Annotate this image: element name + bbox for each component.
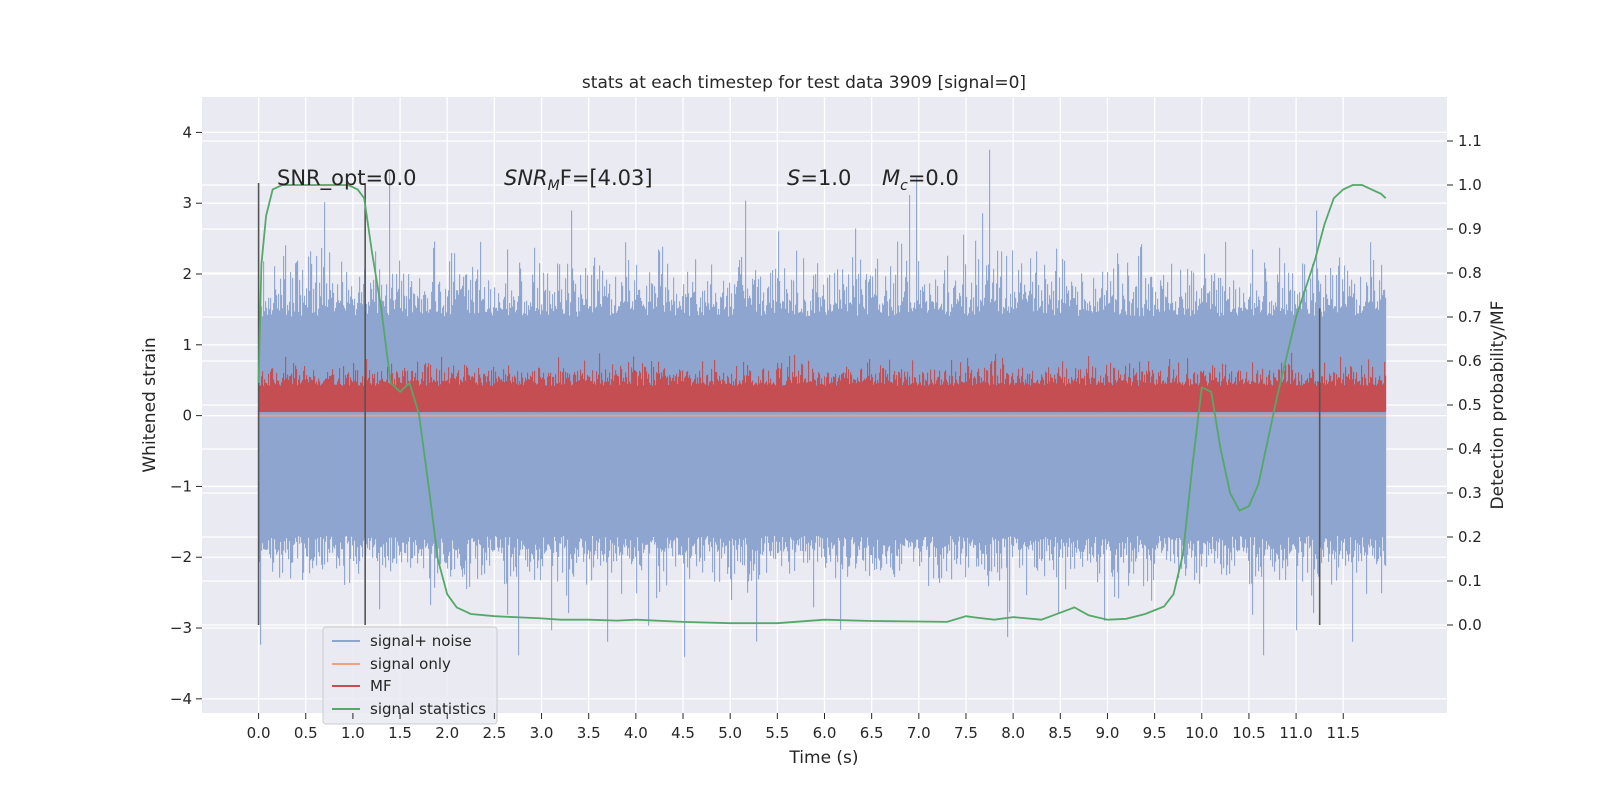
x-tick-label: 3.5 (577, 724, 601, 742)
x-tick-label: 9.5 (1143, 724, 1167, 742)
x-tick-label: 7.5 (954, 724, 978, 742)
y-right-tick-label: 0.5 (1458, 396, 1482, 414)
x-tick-label: 10.0 (1185, 724, 1218, 742)
snr-mf-value: F=[4.03] (560, 166, 653, 190)
y-left-tick-label: −1 (170, 477, 192, 495)
y-right-tick-label: 1.1 (1458, 132, 1482, 150)
y-left-tick-label: 2 (182, 265, 192, 283)
annotation-snr-opt: SNR_opt=0.0 (277, 166, 417, 191)
x-tick-label: 8.5 (1048, 724, 1072, 742)
y-right-tick-label: 1.0 (1458, 176, 1482, 194)
y-left-tick-label: −3 (170, 619, 192, 637)
x-tick-label: 1.0 (341, 724, 365, 742)
legend: signal+ noise signal only MF signal stat… (322, 626, 498, 725)
snr-mf-subscript: M (548, 178, 560, 194)
legend-frame (322, 626, 498, 725)
y-right-tick-label: 0.8 (1458, 264, 1482, 282)
y-left-tick-label: 1 (182, 336, 192, 354)
x-tick-label: 2.5 (482, 724, 506, 742)
y-right-tick-label: 0.1 (1458, 572, 1482, 590)
y-right-tick-label: 0.3 (1458, 484, 1482, 502)
x-tick-label: 8.0 (1001, 724, 1025, 742)
y-left-tick-label: 3 (182, 194, 192, 212)
x-tick-label: 6.5 (860, 724, 884, 742)
y-left-tick-label: −4 (170, 690, 192, 708)
annotation-snr-mf: SNRMF=[4.03] (504, 166, 653, 194)
y-right-tick-label: 0.4 (1458, 440, 1482, 458)
y-right-tick-label: 0.6 (1458, 352, 1482, 370)
plot-area: SNR_opt=0.0 SNRMF=[4.03] S=1.0 Mc=0.0 si… (202, 97, 1447, 725)
legend-label-signal-only: signal only (370, 655, 451, 673)
legend-label-mf: MF (370, 677, 392, 695)
x-tick-label: 3.0 (530, 724, 554, 742)
x-tick-label: 4.0 (624, 724, 648, 742)
y-axis-left-label: Whitened strain (140, 337, 160, 472)
y-right-tick-label: 0.2 (1458, 528, 1482, 546)
x-tick-label: 1.5 (388, 724, 412, 742)
series-signal-statistics (257, 184, 1387, 625)
y-axis-right-ticks: 1.1 1.0 0.9 0.8 0.7 0.6 0.5 0.4 0.3 0.2 0.1 0.0 (1447, 132, 1482, 634)
legend-label-signal-statistics: signal statistics (370, 700, 486, 718)
annotation-s: S=1.0 (787, 166, 851, 190)
x-tick-label: 11.0 (1279, 724, 1312, 742)
x-axis-label: Time (s) (788, 748, 858, 768)
series-mf (258, 352, 1387, 413)
y-right-tick-label: 0.9 (1458, 220, 1482, 238)
vertical-markers (257, 183, 1321, 625)
x-tick-label: 2.0 (435, 724, 459, 742)
x-tick-label: 5.0 (718, 724, 742, 742)
x-tick-label: 7.0 (907, 724, 931, 742)
annotations: SNR_opt=0.0 SNRMF=[4.03] S=1.0 Mc=0.0 (277, 166, 959, 194)
legend-label-signal-plus-noise: signal+ noise (370, 632, 472, 650)
x-tick-label: 6.0 (813, 724, 837, 742)
y-axis-right-label: Detection probability/MF (1488, 301, 1508, 510)
s-symbol: S (787, 166, 800, 190)
snr-mf-symbol: SNR (504, 166, 548, 190)
x-tick-label: 9.0 (1096, 724, 1120, 742)
x-tick-label: 5.5 (765, 724, 789, 742)
y-axis-left-ticks: 4 3 2 1 0 −1 −2 −3 −4 (170, 123, 202, 708)
mc-value: =0.0 (908, 166, 959, 190)
annotation-mc: Mc=0.0 (882, 166, 959, 194)
x-tick-label: 0.0 (247, 724, 271, 742)
x-tick-label: 0.5 (294, 724, 318, 742)
y-left-tick-label: 0 (182, 407, 192, 425)
s-value: =1.0 (800, 166, 851, 190)
mc-symbol: M (882, 166, 900, 190)
mc-subscript: c (900, 178, 908, 194)
y-left-tick-label: 4 (182, 123, 192, 141)
x-tick-label: 10.5 (1232, 724, 1265, 742)
chart-title: stats at each timestep for test data 390… (582, 73, 1026, 93)
x-tick-label: 11.5 (1327, 724, 1360, 742)
y-right-tick-label: 0.0 (1458, 616, 1482, 634)
y-left-tick-label: −2 (170, 548, 192, 566)
x-tick-label: 4.5 (671, 724, 695, 742)
x-axis-ticks: 0.0 0.5 1.0 1.5 2.0 2.5 3.0 3.5 4.0 4.5 5.0 5.5 6.0 6… (247, 713, 1360, 742)
y-right-tick-label: 0.7 (1458, 308, 1482, 326)
